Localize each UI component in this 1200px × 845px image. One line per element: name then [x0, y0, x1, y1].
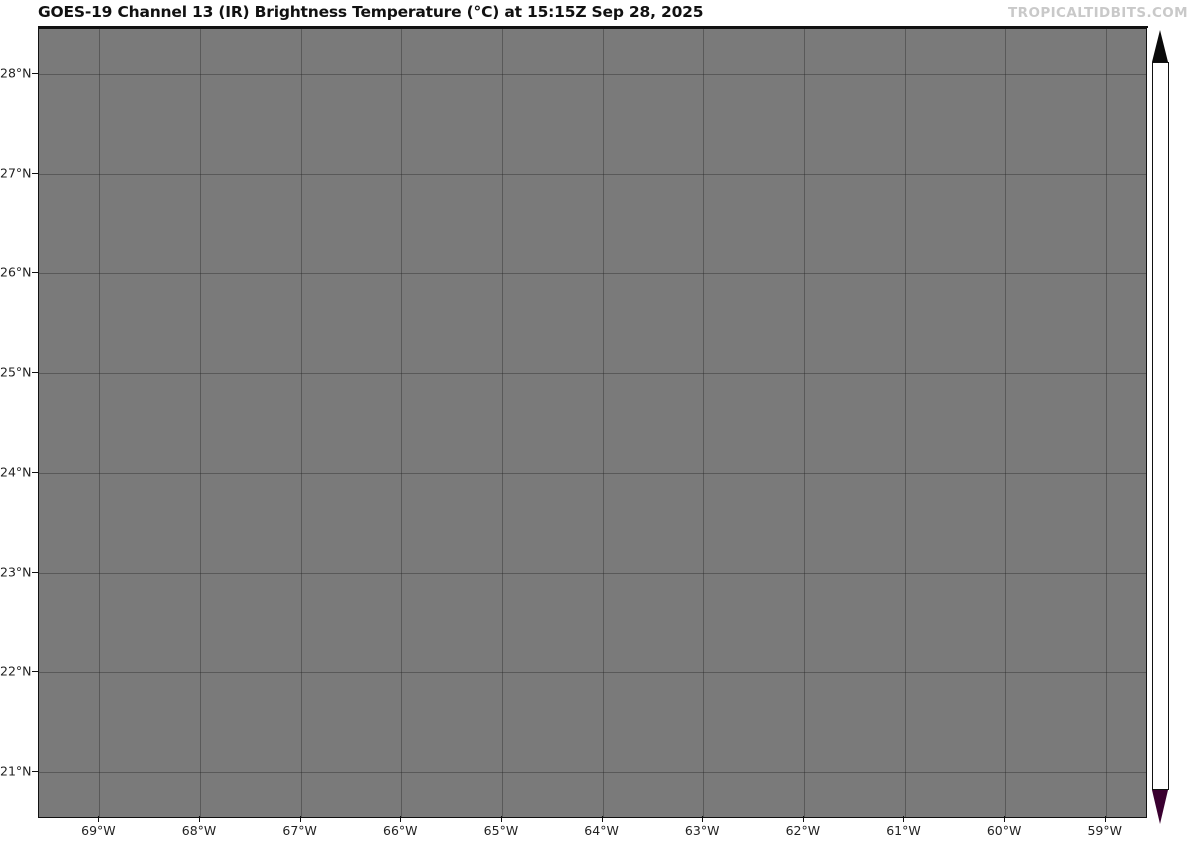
title-divider	[38, 26, 1148, 28]
y-axis-tick	[32, 471, 38, 473]
x-axis-label: 65°W	[483, 823, 519, 838]
ir-brightness-temperature-raster	[39, 29, 1146, 817]
x-axis-tick	[702, 816, 704, 822]
x-axis-tick	[1004, 816, 1006, 822]
x-axis-label: 60°W	[986, 823, 1022, 838]
x-axis-tick	[500, 816, 502, 822]
y-axis-label: 28°N	[0, 65, 32, 81]
y-axis-tick	[32, 671, 38, 673]
colorbar-gradient	[1152, 62, 1169, 790]
x-axis-label: 68°W	[181, 823, 217, 838]
colorbar-over-arrow	[1152, 30, 1168, 62]
y-axis-label: 24°N	[0, 464, 32, 480]
title-bar: GOES-19 Channel 13 (IR) Brightness Tempe…	[0, 0, 1200, 26]
x-axis-tick	[802, 816, 804, 822]
x-axis-label: 64°W	[584, 823, 619, 838]
y-axis-label: 26°N	[0, 264, 32, 280]
x-axis-tick	[199, 816, 201, 822]
x-axis-label: 62°W	[785, 823, 821, 838]
y-axis-tick	[32, 172, 38, 174]
x-axis-tick	[601, 816, 603, 822]
y-axis-label: 22°N	[0, 663, 32, 679]
y-axis-label: 25°N	[0, 364, 32, 380]
x-axis-label: 66°W	[383, 823, 418, 838]
y-axis-tick	[32, 771, 38, 773]
y-axis-tick	[32, 372, 38, 374]
x-axis-label: 69°W	[81, 823, 116, 838]
x-axis-label: 67°W	[282, 823, 317, 838]
x-axis-label: 61°W	[886, 823, 921, 838]
satellite-plot-area[interactable]	[38, 28, 1147, 818]
y-axis-tick	[32, 571, 38, 573]
y-axis-tick	[32, 272, 38, 274]
y-axis-label: 21°N	[0, 763, 32, 779]
y-axis-tick	[32, 72, 38, 74]
colorbar	[1152, 30, 1200, 830]
page-title: GOES-19 Channel 13 (IR) Brightness Tempe…	[38, 3, 704, 21]
x-axis-label: 63°W	[684, 823, 720, 838]
colorbar-under-arrow	[1152, 790, 1168, 824]
x-axis-tick	[903, 816, 905, 822]
y-axis-label: 27°N	[0, 165, 32, 181]
x-axis-tick	[299, 816, 301, 822]
source-watermark: TROPICALTIDBITS.COM	[1008, 5, 1188, 21]
x-axis-label: 59°W	[1087, 823, 1122, 838]
y-axis-label: 23°N	[0, 564, 32, 580]
x-axis-tick	[98, 816, 100, 822]
x-axis-tick	[400, 816, 402, 822]
x-axis-tick	[1104, 816, 1106, 822]
